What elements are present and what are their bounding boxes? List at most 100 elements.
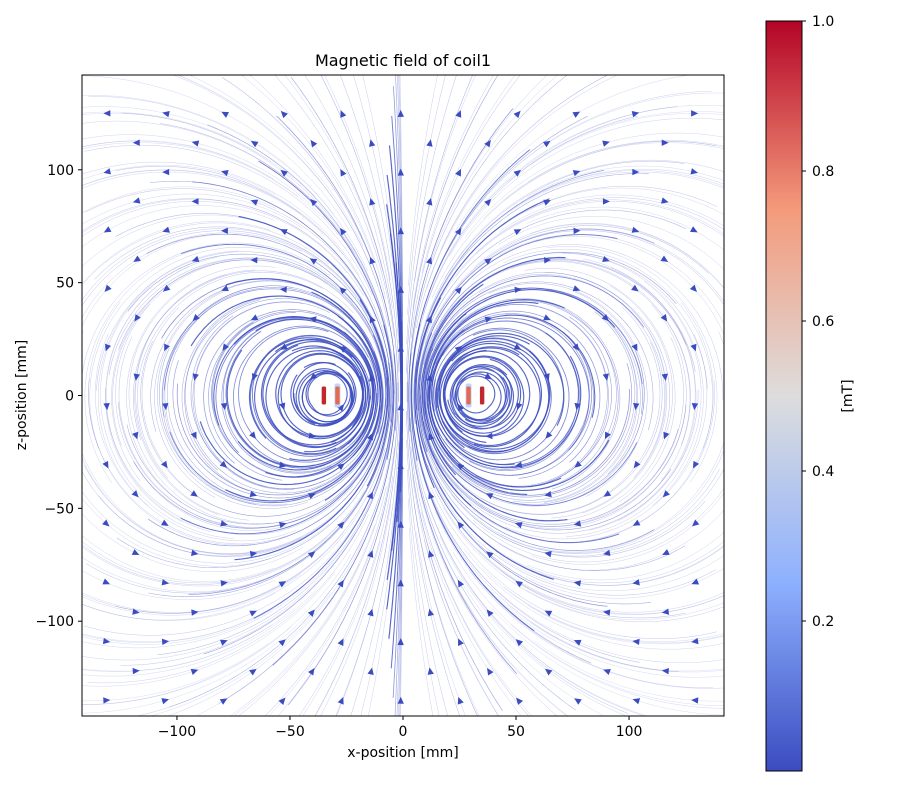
field-arrow [220,227,228,234]
field-line [491,607,724,716]
field-arrow [514,286,522,294]
field-line [459,528,724,615]
field-line [418,332,620,544]
field-line [406,75,499,403]
field-arrow [454,286,462,295]
y-tick-label: −50 [44,501,74,517]
field-arrow [307,609,315,617]
field-line [503,249,713,449]
field-arrow [249,431,256,439]
field-line [157,431,392,655]
field-arrow [515,580,523,588]
field-arrow [660,255,669,262]
field-line [440,536,627,716]
field-line [478,274,666,479]
field-line [443,355,525,443]
field-arrow [162,284,171,292]
field-arrow [573,227,581,235]
field-arrow [220,402,228,411]
field-line [353,75,399,315]
chart-title: Magnetic field of coil1 [315,51,491,70]
field-line [82,589,317,677]
field-arrow [278,697,286,705]
field-arrow [691,403,699,411]
field-arrow [279,521,287,529]
field-line [399,497,403,716]
field-line [314,411,400,716]
field-line [159,348,373,507]
colorbar-gradient [765,20,803,772]
field-arrow [425,315,432,324]
field-line [468,569,724,689]
colorbar-tick-label: 0.8 [812,164,834,180]
field-arrow [485,493,494,500]
field-arrow [514,461,523,468]
field-arrow [661,608,670,615]
field-line [500,449,724,554]
field-line [408,352,517,674]
field-arrow [134,314,141,322]
field-arrow [369,374,376,382]
field-arrow [369,256,376,265]
field-line [435,511,713,688]
field-line [475,199,724,254]
field-arrow [367,491,373,500]
field-line [418,483,558,716]
field-line [335,533,389,716]
field-arrow [455,110,462,118]
field-arrow [604,431,611,440]
field-line [82,142,299,198]
field-arrow [573,520,582,527]
field-arrow [161,638,170,645]
field-line [500,570,724,615]
field-line [320,504,391,716]
field-line [386,204,402,551]
field-line [483,140,724,220]
field-line [457,298,621,490]
x-tick-label: 0 [399,724,408,740]
field-arrow [367,667,374,675]
field-line [410,75,521,339]
field-line [82,221,272,285]
field-line [454,75,691,234]
field-line [350,469,399,716]
field-line [86,468,378,594]
field-arrow [222,343,230,351]
colorbar-tick-label: 0.2 [812,614,834,630]
field-arrow [487,667,494,676]
field-line [135,274,250,521]
field-line [438,342,543,447]
field-line [463,548,724,650]
field-line [399,467,403,716]
field-arrow [309,258,318,265]
field-line [473,223,724,289]
field-line [260,341,369,449]
field-arrow [369,198,376,206]
y-axis: −100 −50 0 50 100 [36,163,82,630]
field-arrow [457,696,464,705]
field-arrow [544,610,553,617]
field-line [290,77,399,402]
field-arrow [397,520,404,528]
field-line [399,75,403,317]
field-line [411,389,592,664]
field-arrow [513,169,522,177]
field-arrow [190,549,199,556]
field-line [82,331,263,555]
field-arrow [307,551,316,559]
field-arrow [339,346,347,353]
field-arrow [279,286,287,293]
field-line [232,325,375,467]
field-arrow [690,343,697,352]
field-arrow [602,609,611,616]
field-line [82,113,272,163]
field-line [190,295,381,473]
field-arrow [542,140,551,148]
field-line [499,555,724,591]
field-line [524,268,676,502]
field-line [238,485,387,716]
field-arrow [486,609,494,617]
field-arrow [456,463,465,471]
field-arrow [484,139,491,148]
field-line [82,570,276,600]
